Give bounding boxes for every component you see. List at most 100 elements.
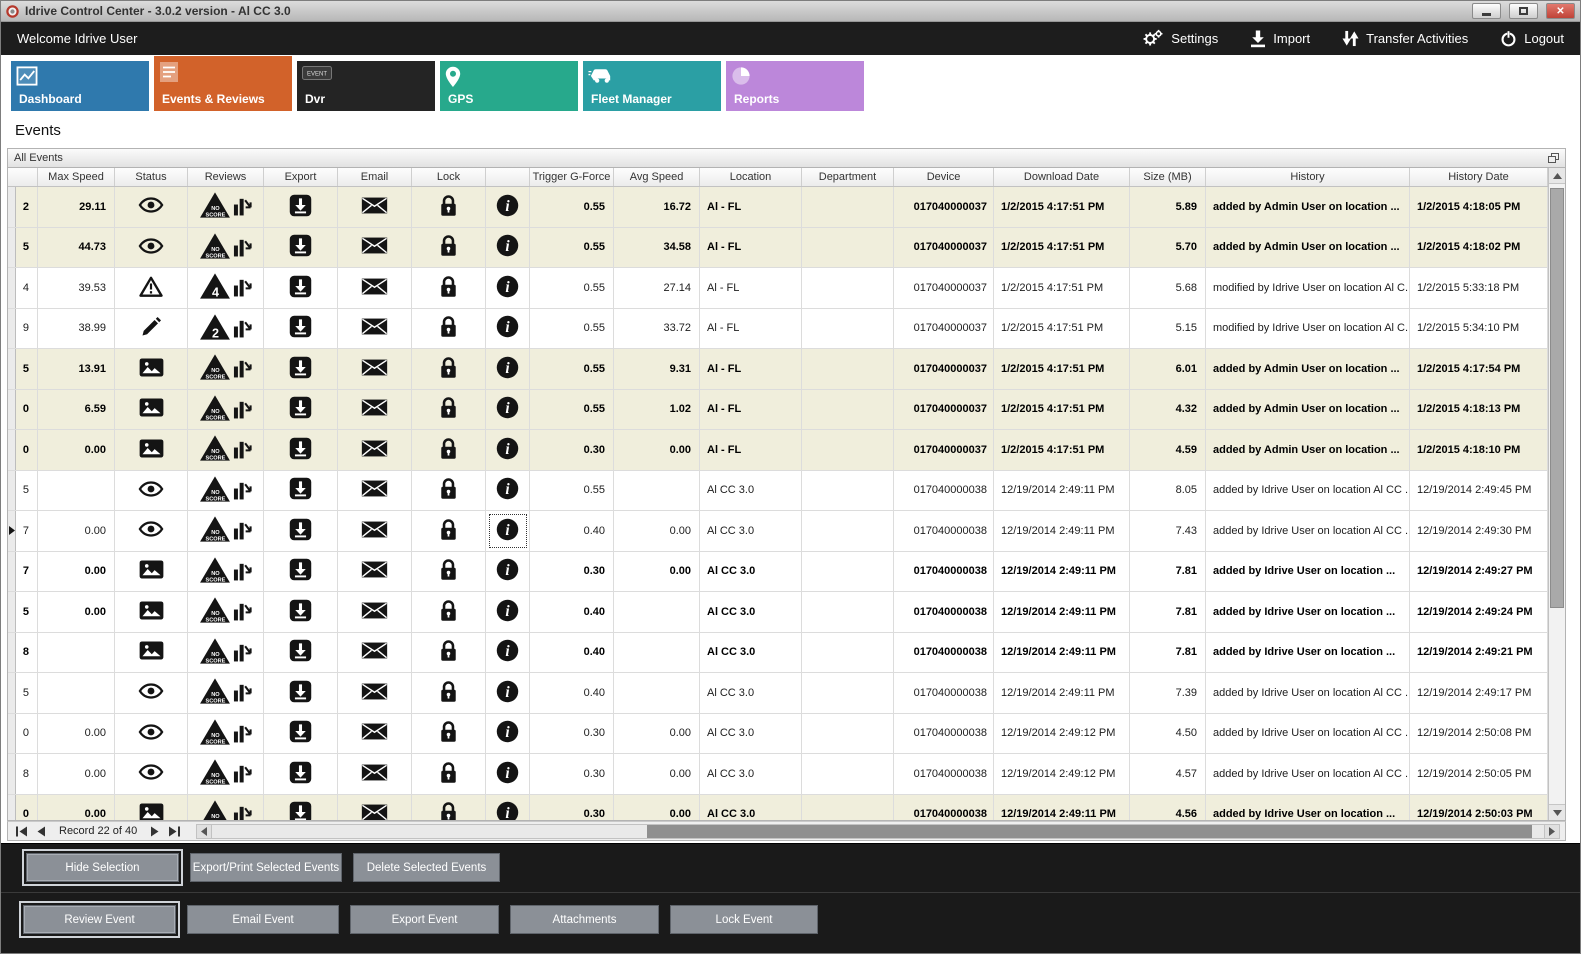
export-icon[interactable]	[289, 234, 312, 260]
lock-icon[interactable]	[439, 194, 458, 220]
lock-icon[interactable]	[439, 639, 458, 665]
email-icon[interactable]	[361, 521, 388, 541]
info-icon[interactable]: i	[496, 275, 519, 301]
cell-status[interactable]	[115, 349, 188, 389]
tab-fleet-manager[interactable]: Fleet Manager	[583, 61, 721, 111]
cell-email[interactable]	[338, 470, 412, 510]
cell-status[interactable]	[115, 187, 188, 227]
cell-avg-speed[interactable]: 34.58	[614, 227, 700, 267]
table-row[interactable]: 5 13.91 NO SCORE i 0.55 9.31 Al - FL 01704000003…	[8, 349, 1548, 390]
cell-location[interactable]: Al - FL	[700, 268, 802, 308]
col-header-status[interactable]: Status	[115, 168, 188, 186]
cell-export[interactable]	[264, 511, 338, 551]
cell-lock[interactable]	[412, 389, 486, 429]
lock-icon[interactable]	[439, 275, 458, 301]
cell-department[interactable]	[802, 227, 894, 267]
cell-id-partial[interactable]: 9	[16, 308, 38, 348]
cell-download-date[interactable]: 12/19/2014 2:49:11 PM	[994, 470, 1130, 510]
table-row[interactable]: 8 0.00 NO SCORE i 0.30 0.00 Al CC 3.0 0170400000…	[8, 754, 1548, 795]
email-icon[interactable]	[361, 764, 388, 784]
close-button[interactable]: ✕	[1546, 3, 1575, 19]
score-trend-icon[interactable]	[233, 478, 252, 503]
cell-avg-speed[interactable]	[614, 673, 700, 713]
export-icon[interactable]	[289, 275, 312, 301]
col-header-history[interactable]: History	[1206, 168, 1410, 186]
info-icon[interactable]: i	[496, 477, 519, 503]
cell-device[interactable]: 017040000037	[894, 389, 994, 429]
cell-download-date[interactable]: 1/2/2015 4:17:51 PM	[994, 187, 1130, 227]
cell-avg-speed[interactable]: 16.72	[614, 187, 700, 227]
email-icon[interactable]	[361, 602, 388, 622]
export-icon[interactable]	[289, 477, 312, 503]
info-icon[interactable]: i	[496, 194, 519, 220]
cell-email[interactable]	[338, 227, 412, 267]
cell-info[interactable]: i	[486, 430, 530, 470]
tab-reports[interactable]: Reports	[726, 61, 864, 111]
tab-gps[interactable]: GPS	[440, 61, 578, 111]
cell-lock[interactable]	[412, 632, 486, 672]
cell-max-speed[interactable]: 38.99	[38, 308, 115, 348]
cell-location[interactable]: Al CC 3.0	[700, 632, 802, 672]
cell-location[interactable]: Al CC 3.0	[700, 673, 802, 713]
cell-max-speed[interactable]: 0.00	[38, 754, 115, 794]
cell-history[interactable]: added by Idrive User on location Al CC .…	[1206, 470, 1410, 510]
cell-download-date[interactable]: 12/19/2014 2:49:12 PM	[994, 713, 1130, 753]
table-row[interactable]: 5 44.73 NO SCORE i 0.55 34.58 Al - FL 0170400000…	[8, 227, 1548, 268]
email-event-button[interactable]: Email Event	[187, 905, 339, 934]
score-trend-icon[interactable]	[233, 518, 252, 543]
cell-email[interactable]	[338, 268, 412, 308]
cell-export[interactable]	[264, 673, 338, 713]
cell-location[interactable]: Al CC 3.0	[700, 713, 802, 753]
cell-device[interactable]: 017040000038	[894, 673, 994, 713]
cell-download-date[interactable]: 12/19/2014 2:49:11 PM	[994, 794, 1130, 820]
horizontal-scrollbar[interactable]	[196, 823, 1560, 839]
email-icon[interactable]	[361, 480, 388, 500]
cell-trigger-g-force[interactable]: 0.55	[530, 470, 614, 510]
cell-max-speed[interactable]	[38, 632, 115, 672]
cell-status[interactable]	[115, 673, 188, 713]
email-icon[interactable]	[361, 399, 388, 419]
score-trend-icon[interactable]	[233, 316, 252, 341]
col-header-size-mb[interactable]: Size (MB)	[1130, 168, 1206, 186]
cell-email[interactable]	[338, 349, 412, 389]
cell-history-date[interactable]: 12/19/2014 2:49:24 PM	[1410, 592, 1548, 632]
lock-icon[interactable]	[439, 720, 458, 746]
cell-export[interactable]	[264, 349, 338, 389]
cell-max-speed[interactable]: 0.00	[38, 713, 115, 753]
attachments-button[interactable]: Attachments	[510, 905, 659, 934]
cell-history-date[interactable]: 12/19/2014 2:50:05 PM	[1410, 754, 1548, 794]
col-header-max-speed[interactable]: Max Speed	[38, 168, 115, 186]
table-row[interactable]: 5 NO SCORE i 0.40 Al CC 3.0 017040000038 12/19/…	[8, 673, 1548, 714]
cell-export[interactable]	[264, 389, 338, 429]
cell-export[interactable]	[264, 713, 338, 753]
cell-status[interactable]	[115, 430, 188, 470]
score-trend-icon[interactable]	[233, 761, 252, 786]
lock-icon[interactable]	[439, 356, 458, 382]
score-trend-icon[interactable]	[233, 437, 252, 462]
cell-download-date[interactable]: 12/19/2014 2:49:12 PM	[994, 754, 1130, 794]
score-trend-icon[interactable]	[233, 356, 252, 381]
cell-email[interactable]	[338, 592, 412, 632]
col-header-device[interactable]: Device	[894, 168, 994, 186]
score-trend-icon[interactable]	[233, 802, 252, 820]
cell-history-date[interactable]: 1/2/2015 4:18:05 PM	[1410, 187, 1548, 227]
cell-download-date[interactable]: 1/2/2015 4:17:51 PM	[994, 308, 1130, 348]
cell-size-mb[interactable]: 8.05	[1130, 470, 1206, 510]
cell-export[interactable]	[264, 470, 338, 510]
cell-department[interactable]	[802, 632, 894, 672]
email-icon[interactable]	[361, 197, 388, 217]
cell-location[interactable]: Al CC 3.0	[700, 592, 802, 632]
export-icon[interactable]	[289, 396, 312, 422]
cell-email[interactable]	[338, 187, 412, 227]
cell-max-speed[interactable]: 0.00	[38, 592, 115, 632]
email-icon[interactable]	[361, 642, 388, 662]
cell-lock[interactable]	[412, 227, 486, 267]
cell-location[interactable]: Al - FL	[700, 349, 802, 389]
cell-lock[interactable]	[412, 794, 486, 820]
